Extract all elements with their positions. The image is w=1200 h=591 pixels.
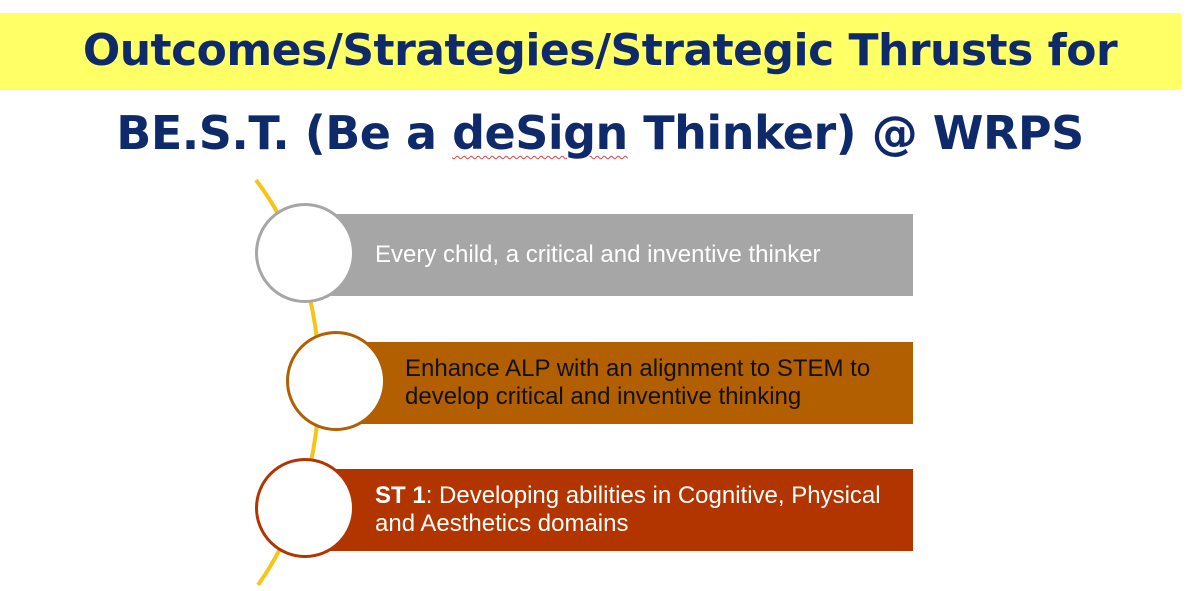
item-3-label: ST 1: [375, 482, 426, 509]
item-2-text: Enhance ALP with an alignment to STEM to…: [405, 355, 913, 411]
item-1-circle: [255, 203, 355, 303]
item-bar-3: ST 1: Developing abilities in Cognitive,…: [300, 469, 913, 551]
item-bar-1: Every child, a critical and inventive th…: [300, 214, 913, 296]
item-3-circle: [255, 458, 355, 558]
item-bar-2: Enhance ALP with an alignment to STEM to…: [330, 342, 913, 424]
item-2-circle: [286, 331, 386, 431]
item-1-text: Every child, a critical and inventive th…: [375, 241, 821, 269]
item-3-text: ST 1: Developing abilities in Cognitive,…: [375, 482, 913, 538]
item-3-body: : Developing abilities in Cognitive, Phy…: [375, 482, 881, 537]
